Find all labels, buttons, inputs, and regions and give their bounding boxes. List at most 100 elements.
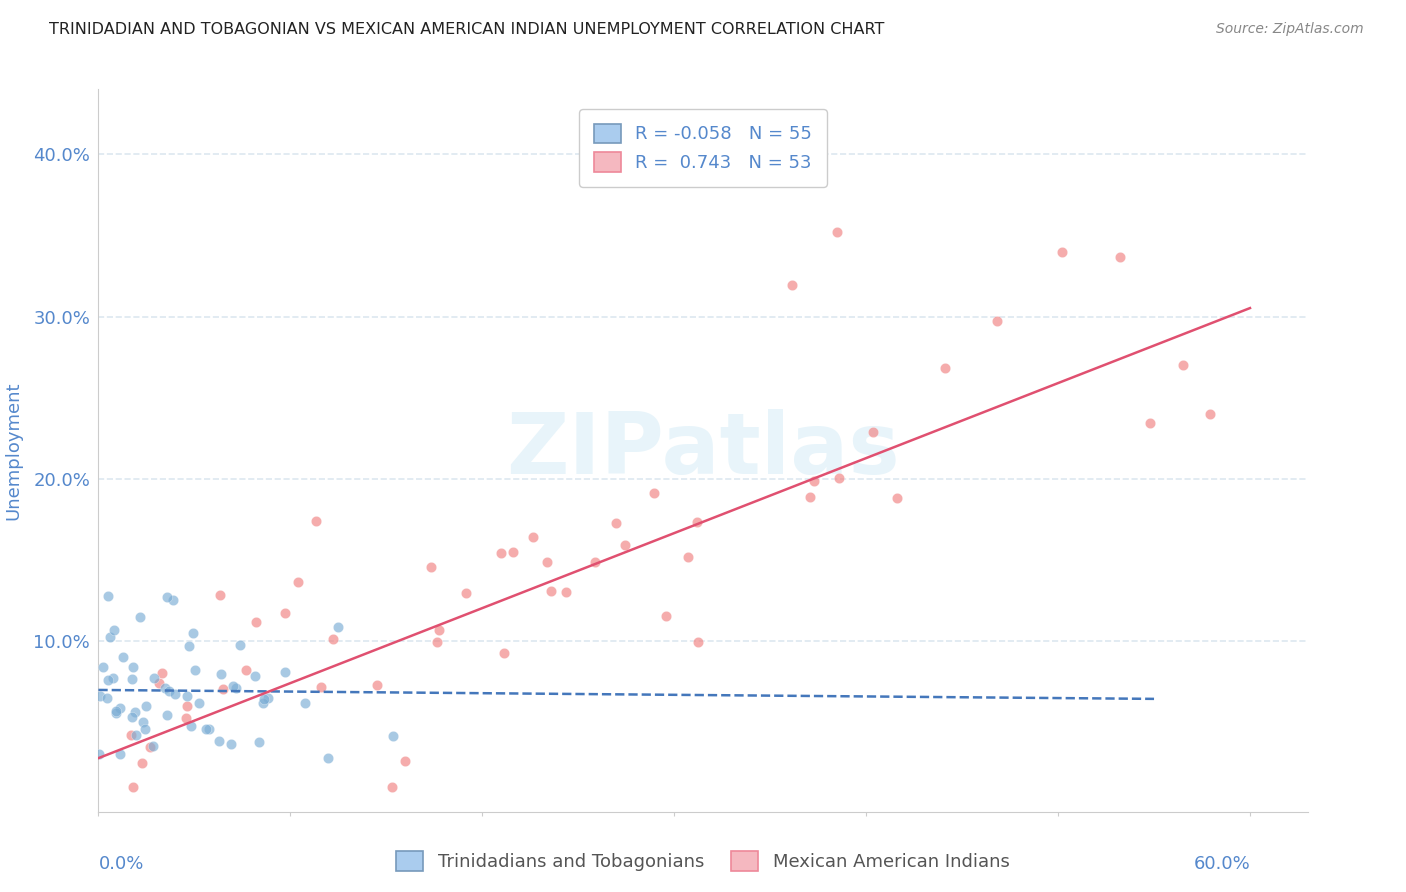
Point (381, 729, 404, 743)
Point (886, 491, 908, 506)
Text: Source: ZipAtlas.com: Source: ZipAtlas.com (1216, 22, 1364, 37)
Point (124, 705, 146, 719)
Point (104, 704, 127, 718)
Point (121, 780, 143, 795)
Point (583, 556, 606, 570)
Legend: Trinidadians and Tobagonians, Mexican American Indians: Trinidadians and Tobagonians, Mexican Am… (389, 844, 1017, 879)
Point (139, 739, 162, 754)
Point (181, 626, 204, 640)
Point (294, 696, 316, 710)
Point (111, 650, 134, 665)
Point (97, 673, 120, 687)
Point (522, 530, 544, 544)
Point (799, 490, 821, 504)
Point (536, 555, 558, 569)
Point (555, 584, 578, 599)
Point (125, 727, 148, 741)
Point (96, 690, 118, 705)
Point (605, 516, 627, 530)
Point (142, 739, 165, 753)
Point (198, 722, 221, 736)
Point (219, 737, 242, 751)
Point (247, 734, 270, 748)
Point (120, 728, 142, 742)
Point (148, 676, 170, 690)
Point (98, 630, 121, 644)
Point (986, 313, 1008, 327)
Point (273, 607, 295, 621)
Point (394, 754, 416, 768)
Point (643, 486, 665, 500)
Point (381, 780, 404, 795)
Point (311, 680, 333, 694)
Point (129, 610, 152, 624)
Text: ZIPatlas: ZIPatlas (506, 409, 900, 492)
Point (803, 475, 825, 489)
Point (540, 583, 562, 598)
Point (1109, 250, 1132, 264)
Point (252, 696, 274, 710)
Point (209, 667, 232, 681)
Point (153, 681, 176, 695)
Point (678, 550, 700, 565)
Point (366, 678, 388, 692)
Point (427, 623, 450, 637)
Point (209, 587, 232, 601)
Point (162, 593, 184, 607)
Point (614, 538, 637, 552)
Point (827, 225, 849, 239)
Point (150, 666, 173, 681)
Point (305, 514, 328, 528)
Point (287, 575, 309, 590)
Point (1199, 407, 1222, 421)
Point (157, 683, 180, 698)
Point (686, 634, 709, 648)
Point (121, 659, 143, 673)
Point (454, 585, 477, 599)
Point (121, 710, 143, 724)
Text: 0.0%: 0.0% (98, 855, 143, 873)
Point (229, 638, 252, 652)
Point (174, 711, 197, 725)
Point (655, 608, 678, 623)
Text: TRINIDADIAN AND TOBAGONIAN VS MEXICAN AMERICAN INDIAN UNEMPLOYMENT CORRELATION C: TRINIDADIAN AND TOBAGONIAN VS MEXICAN AM… (49, 22, 884, 37)
Point (1139, 416, 1161, 430)
Point (222, 679, 245, 693)
Point (235, 663, 257, 677)
Point (188, 696, 211, 710)
Point (121, 672, 143, 686)
Legend: R = -0.058   N = 55, R =  0.743   N = 53: R = -0.058 N = 55, R = 0.743 N = 53 (579, 109, 827, 186)
Point (108, 700, 131, 714)
Point (256, 691, 278, 706)
Point (1173, 358, 1195, 372)
Point (176, 699, 198, 714)
Point (686, 515, 709, 529)
Point (225, 681, 247, 695)
Point (180, 719, 202, 733)
Point (426, 635, 449, 649)
Point (101, 671, 124, 685)
Point (179, 639, 201, 653)
Point (245, 669, 267, 683)
Point (134, 722, 156, 736)
Point (322, 632, 344, 646)
Text: 60.0%: 60.0% (1194, 855, 1250, 873)
Point (87, 747, 110, 762)
Point (1050, 244, 1073, 259)
Point (105, 706, 128, 721)
Point (245, 615, 267, 629)
Point (156, 708, 179, 723)
Point (91, 660, 114, 674)
Point (143, 671, 166, 685)
Point (184, 663, 207, 677)
Point (103, 624, 125, 638)
Point (502, 545, 524, 559)
Point (208, 734, 231, 748)
Point (252, 691, 274, 706)
Point (96, 590, 118, 604)
Point (135, 698, 157, 713)
Point (211, 682, 233, 697)
Point (420, 560, 443, 574)
Point (163, 687, 186, 701)
Point (492, 646, 515, 660)
